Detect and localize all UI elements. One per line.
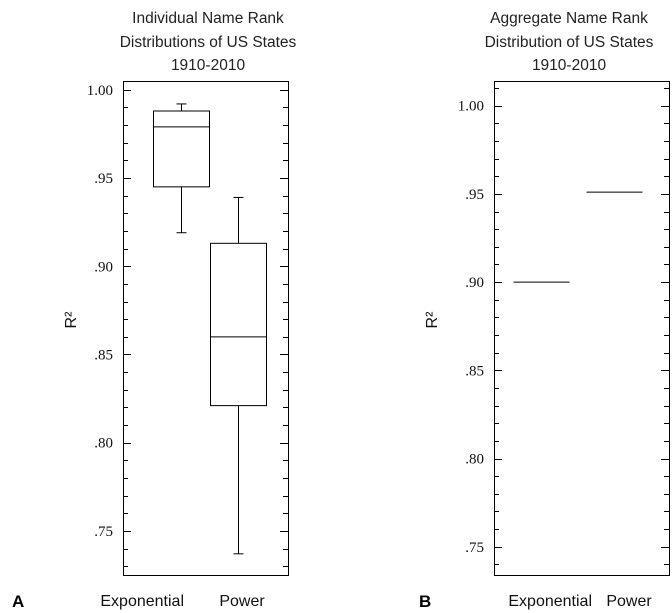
panel-b-title-line-3: 1910-2010 xyxy=(532,57,607,74)
panel-a-ticks xyxy=(123,90,288,567)
panel-a-y-tick-label: 1.00 xyxy=(87,83,113,99)
panel-b-y-tick-label: 1.00 xyxy=(458,99,484,115)
panel-a-y-tick-label: .85 xyxy=(94,347,113,363)
panel-a-category-label-exponential: Exponential xyxy=(100,593,184,610)
panel-a-category-label-power: Power xyxy=(219,593,265,610)
panel-b-marks xyxy=(513,191,643,283)
panel-b-y-tick-label: .75 xyxy=(465,540,484,556)
panel-a-box-power-iqr-box xyxy=(210,242,267,407)
panel-b-title-line-2: Distribution of US States xyxy=(485,34,654,51)
panel-b-y-tick-label: .80 xyxy=(465,452,484,468)
panel-b-plot-frame xyxy=(494,81,670,576)
panel-b-y-tick-label: .95 xyxy=(465,187,484,203)
panel-b-y-axis-label: R² xyxy=(424,311,441,329)
panel-a: Individual Name Rank Distributions of US… xyxy=(12,10,297,611)
panel-a-tick-labels: .75 .80 .85 .90 .95 1.00 xyxy=(87,83,113,540)
panel-b-category-label-power: Power xyxy=(606,593,652,610)
panel-a-title-line-2: Distributions of US States xyxy=(120,34,297,51)
panel-b: Aggregate Name Rank Distribution of US S… xyxy=(419,10,670,611)
panel-a-letter: A xyxy=(12,592,24,611)
panel-b-y-tick-label: .85 xyxy=(465,363,484,379)
panel-a-y-tick-label: .95 xyxy=(94,171,113,187)
panel-a-title-line-3: 1910-2010 xyxy=(171,57,246,74)
panel-a-box-exponential-iqr-box xyxy=(153,110,210,188)
panel-a-y-tick-label: .90 xyxy=(94,259,113,275)
panel-b-title-line-1: Aggregate Name Rank xyxy=(490,10,648,27)
panel-a-plot-frame xyxy=(123,81,289,576)
panel-b-y-tick-label: .90 xyxy=(465,275,484,291)
panel-a-title-line-1: Individual Name Rank xyxy=(132,10,284,27)
panel-a-marks xyxy=(153,103,267,555)
panel-a-y-tick-label: .75 xyxy=(94,524,113,540)
panel-b-ticks xyxy=(494,88,669,565)
panel-b-tick-labels: .75 .80 .85 .90 .95 1.00 xyxy=(458,99,484,556)
panel-b-letter: B xyxy=(419,592,431,611)
panel-b-category-label-exponential: Exponential xyxy=(508,593,592,610)
panel-a-y-axis-label: R² xyxy=(63,311,80,329)
panel-a-y-tick-label: .80 xyxy=(94,436,113,452)
